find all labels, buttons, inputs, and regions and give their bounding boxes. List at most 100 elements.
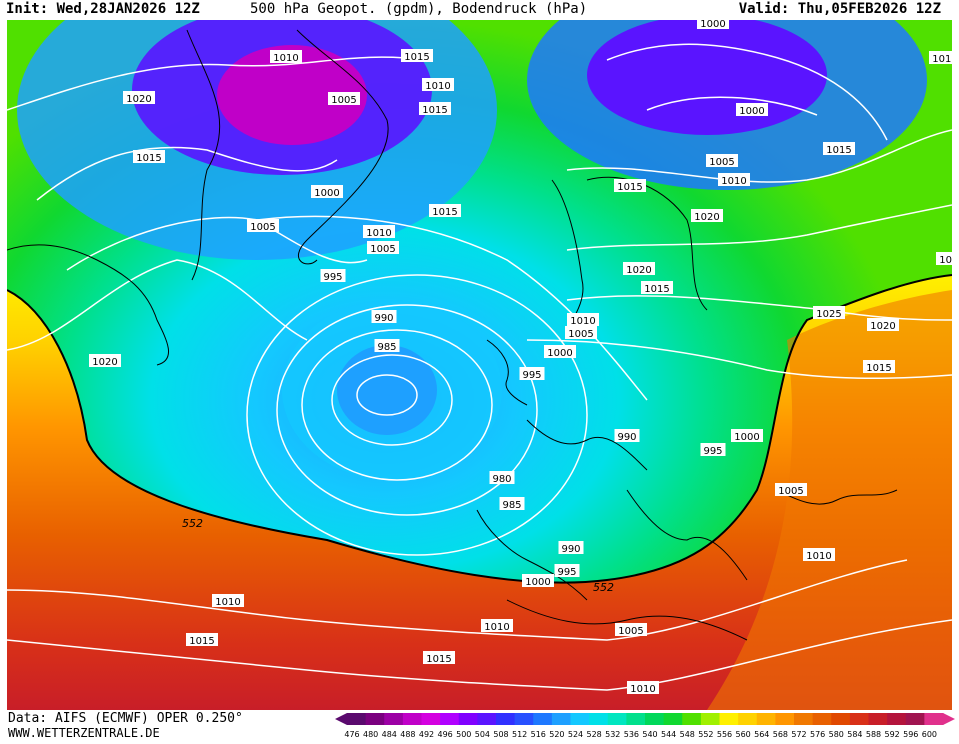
legend-tick-label: 564 (754, 730, 769, 739)
legend-tick-label: 516 (531, 730, 546, 739)
isobar-label-bg (615, 623, 647, 636)
isobar-label: 1010 (630, 684, 655, 695)
isobar-label-bg (627, 681, 659, 694)
legend-tick-label: 600 (922, 730, 937, 739)
isobar-label: 1010 (366, 228, 391, 239)
isobar-label-bg (311, 185, 343, 198)
isobar-label: 1015 (617, 182, 642, 193)
isobar-label: 990 (561, 544, 580, 555)
isobar-label-bg (775, 483, 807, 496)
legend-swatch (924, 713, 944, 725)
isobar-label: 1010 (570, 316, 595, 327)
isobar-label-bg (133, 150, 165, 163)
legend-svg: 476 480 484 488 492 496 500 504 508 512 516 520 524 5… (335, 713, 955, 739)
isobar-label: 1020 (626, 265, 651, 276)
legend-swatch (663, 713, 683, 725)
isobar-label: 1000 (525, 577, 550, 588)
isobar-label: 1020 (126, 94, 151, 105)
isobar-label: 1015 (644, 284, 669, 295)
legend-tick-label: 576 (810, 730, 825, 739)
legend-swatch (794, 713, 814, 725)
isobar-label: 1010 (273, 53, 298, 64)
legend-tick-label: 532 (605, 730, 620, 739)
isobar-label-bg (544, 345, 576, 358)
legend-bar (335, 713, 955, 725)
legend-tick-label: 476 (344, 730, 359, 739)
warm-air-east (707, 290, 952, 710)
isobar-label-bg (565, 326, 597, 339)
isobar-label-bg (863, 360, 895, 373)
isobar-label-bg (697, 20, 729, 29)
legend-tick-label: 508 (493, 730, 508, 739)
isobar-label: 1015 (422, 105, 447, 116)
isobar-label-bg (558, 541, 584, 554)
legend-swatch (719, 713, 739, 725)
isobar-label-bg (489, 471, 515, 484)
isobar-label: 1010 (425, 81, 450, 92)
isobar-label-bg (718, 173, 750, 186)
isobar-label: 1010 (806, 551, 831, 562)
isobar-label-bg (614, 179, 646, 192)
isobar-label-bg (554, 564, 580, 577)
isobar-label: 1005 (709, 157, 734, 168)
isobar-label-bg (419, 102, 451, 115)
isobar-label-bg (247, 219, 279, 232)
isobar-label: 1020 (870, 321, 895, 332)
isobar-label-bg (736, 103, 768, 116)
isobar-label-bg (691, 209, 723, 222)
isobar-label: 1000 (314, 188, 339, 199)
isobar-label-bg (481, 619, 513, 632)
isobar-label: 1015 (432, 207, 457, 218)
init-time: Init: Wed,28JAN2026 12Z (6, 1, 200, 17)
legend-tick-label: 596 (903, 730, 918, 739)
isobar-label-bg (367, 241, 399, 254)
legend-swatch (682, 713, 702, 725)
legend-swatch (533, 713, 553, 725)
isobar-label-bg (374, 339, 400, 352)
isobar-label: 995 (703, 446, 722, 457)
legend-tick-label: 568 (773, 730, 788, 739)
isobar-label: 1000 (739, 106, 764, 117)
valid-time: Valid: Thu,05FEB2026 12Z (738, 1, 941, 17)
legend-swatch (626, 713, 646, 725)
legend-swatch (756, 713, 776, 725)
isobar-label-bg (429, 204, 461, 217)
chart-header: Init: Wed,28JAN2026 12Z 500 hPa Geopot. … (0, 0, 959, 20)
legend-tick-label: 480 (363, 730, 378, 739)
isobar-label: 1020 (92, 357, 117, 368)
legend-swatch (570, 713, 590, 725)
trough-scandinavia-core (587, 20, 827, 135)
legend-tick-label: 548 (680, 730, 695, 739)
isobar-label-bg (567, 313, 599, 326)
isobar-label-bg (700, 443, 726, 456)
isobar-labels: 1010 1015 1000 1015 1020 1005 1010 1015 1000 1015… (89, 20, 952, 695)
isobar-label: 1010 (215, 597, 240, 608)
contour-552-label: 552 (182, 517, 203, 530)
isobar-label-bg (270, 50, 302, 63)
legend-tick-label: 520 (549, 730, 564, 739)
isobar-label-bg (522, 574, 554, 587)
legend-swatch (887, 713, 907, 725)
isobar-label: 1015 (426, 654, 451, 665)
isobar-label: 1025 (816, 309, 841, 320)
contour-552-label-2: 552 (593, 581, 614, 594)
contour-552 (7, 274, 952, 584)
isobar-label-bg (371, 310, 397, 323)
isobar-label-bg (422, 78, 454, 91)
legend-swatch (496, 713, 516, 725)
legend-tick-label: 540 (642, 730, 657, 739)
isobar-label: 1015 (136, 153, 161, 164)
isobar-label: 1000 (734, 432, 759, 443)
legend-swatch (831, 713, 851, 725)
isobar-label: 985 (377, 342, 396, 353)
isobar-label: 1015 (404, 52, 429, 63)
isobar-label-bg (89, 354, 121, 367)
color-legend: 476 480 484 488 492 496 500 504 508 512 516 520 524 5… (335, 712, 955, 740)
legend-swatch (440, 713, 460, 725)
legend-arrow-left (335, 713, 347, 725)
isobar-label: 990 (374, 313, 393, 324)
isobar-label: 1005 (618, 626, 643, 637)
isobar-label: 1030 (939, 255, 952, 266)
legend-tick-label: 496 (437, 730, 452, 739)
